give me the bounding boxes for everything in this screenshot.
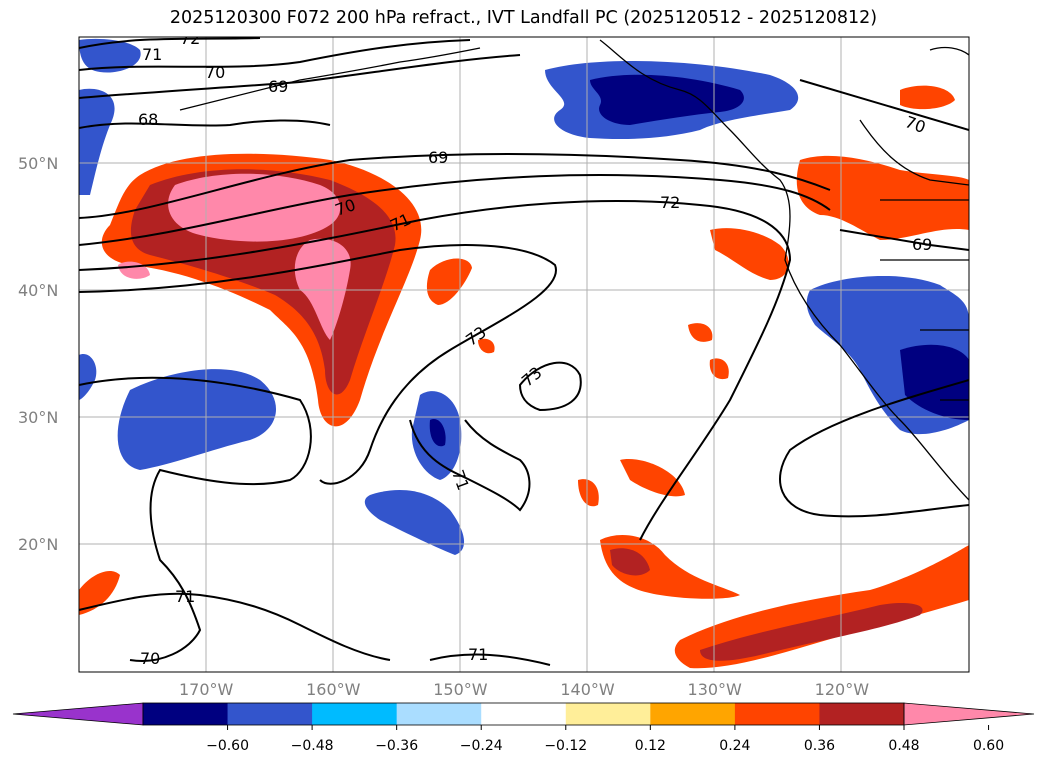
colorbar-tick-label: 0.60 [972,738,1005,754]
graticule [79,37,969,672]
lon-label: 130°W [687,680,742,699]
refractivity-contours [79,37,969,666]
colorbar-tick-label: 0.12 [634,738,666,754]
colorbar-segment [734,703,820,725]
colorbar-tick-label: −0.60 [206,738,249,754]
colorbar-tick-label: 0.48 [888,738,920,754]
lat-label: 30°N [18,408,59,427]
colorbar-segment [227,703,313,725]
map-panel: 72 71 70 69 68 69 70 71 72 73 73 71 71 7… [78,29,970,673]
lat-label: 20°N [18,535,59,554]
contour-label: 71 [468,645,488,664]
colorbar-extend-high [903,702,1035,726]
colorbar-segment [396,703,482,725]
colorbar-tick-label: −0.48 [290,738,334,754]
colorbar-segment [819,703,905,725]
colorbar-segment [650,703,736,725]
colorbar-tick-label: 0.24 [719,738,751,754]
contour-label: 71 [175,587,195,606]
contour-label: 68 [138,110,158,129]
shaded-field [79,38,969,669]
colorbar-frame [142,702,905,726]
contour-label: 70 [140,649,160,668]
colorbar-segment [143,703,229,725]
colorbar-segment [565,703,651,725]
colorbar-tick-label: −0.12 [544,738,588,754]
contour-label: 69 [912,235,932,254]
lon-label: 170°W [178,680,234,699]
contour-label: 72 [180,29,200,48]
coastlines [179,39,969,501]
contour-label: 71 [142,45,162,64]
colorbar-extend-low [12,702,144,726]
lon-label: 150°W [433,680,488,699]
lon-label: 160°W [306,680,361,699]
lon-label: 140°W [560,680,615,699]
contour-label: 69 [428,148,448,167]
colorbar-segment [312,703,398,725]
lat-label: 40°N [18,281,59,300]
colorbar [12,702,1035,730]
colorbar-tick-label: 0.36 [803,738,836,754]
map-title: 2025120300 F072 200 hPa refract., IVT La… [169,8,878,28]
lat-label: 50°N [18,154,59,173]
contour-label: 72 [660,193,680,212]
colorbar-segment [481,703,567,725]
contour-label: 69 [268,77,288,96]
lon-label: 120°W [814,680,870,699]
colorbar-tick-label: −0.36 [375,738,419,754]
contour-label: 70 [205,63,225,82]
colorbar-tick-label: −0.24 [459,738,503,754]
